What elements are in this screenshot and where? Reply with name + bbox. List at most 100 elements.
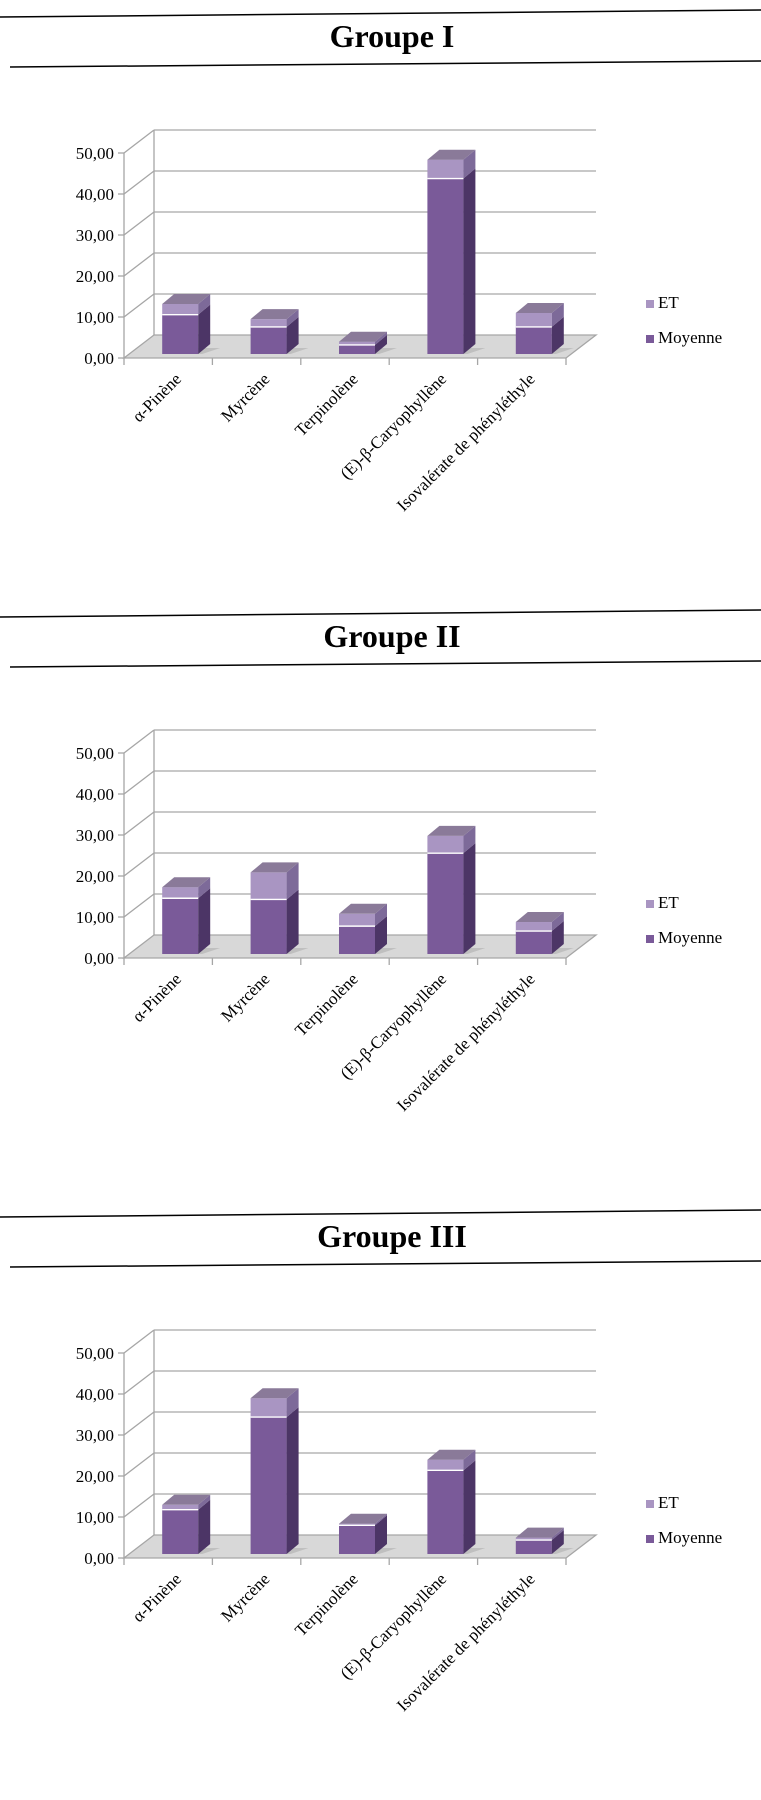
y-tick-label: 0,00 (84, 349, 114, 368)
bar-et-front (162, 303, 199, 315)
bar-et-side (375, 903, 387, 927)
bar-et-front (515, 922, 552, 932)
bar-moyenne-side (463, 1460, 476, 1554)
legend-swatch-moyenne (646, 1535, 654, 1543)
title-rule-bottom (9, 1260, 761, 1268)
bar-top (427, 825, 476, 836)
y-tick-label: 0,00 (84, 1549, 114, 1568)
bar-moyenne-side (198, 888, 211, 954)
gridline-diag (123, 129, 155, 154)
bar-moyenne-front (515, 1540, 552, 1554)
gridline-diag (123, 1493, 155, 1518)
gridline-diag (123, 1329, 155, 1354)
bar-moyenne-front (427, 178, 464, 354)
bar-et-front (427, 159, 464, 179)
title-rule-top (0, 609, 761, 618)
bar-moyenne-front (162, 314, 199, 354)
bar-moyenne-side (551, 316, 564, 354)
legend-label-et: ET (658, 893, 679, 912)
bar-et-front (427, 1459, 464, 1471)
legend-swatch-moyenne (646, 335, 654, 343)
chart-panel-groupe-3: Groupe III 0,00 10,00 20,00 30,00 40,00 50,00 α… (0, 1200, 761, 1800)
chart-title: Groupe III (317, 1218, 467, 1254)
bar-et-side (198, 1494, 211, 1510)
category-label: α-Pinène (129, 1569, 185, 1625)
bar-top (515, 912, 564, 922)
bar-moyenne-front (250, 899, 287, 954)
bar-top (339, 1513, 387, 1524)
chart-groupe-1: Groupe I 0,00 10,00 20,00 30,00 40,00 50,00 α-P… (0, 9, 761, 515)
bar-top (515, 1527, 564, 1538)
title-rule-bottom (9, 660, 761, 668)
bar-et-front (339, 1523, 375, 1526)
gridline-diag (123, 893, 155, 918)
bar-et-front (250, 319, 287, 327)
gridline-diag (123, 170, 155, 195)
category-label: Myrcène (217, 969, 273, 1025)
category-label: Myrcène (217, 369, 273, 425)
bar-et-front (250, 1398, 287, 1418)
bar-moyenne-side (198, 304, 211, 354)
y-tick-label: 20,00 (76, 1467, 114, 1486)
chart-groupe-3: Groupe III 0,00 10,00 20,00 30,00 40,00 50,00 α… (0, 1209, 761, 1715)
category-label: Terpinolène (291, 369, 362, 440)
bar-moyenne-front (427, 853, 464, 954)
bar-top (339, 331, 387, 342)
y-tick-label: 0,00 (84, 949, 114, 968)
bar-et-side (375, 331, 387, 345)
y-tick-label: 30,00 (76, 826, 114, 845)
gridline-diag (123, 852, 155, 877)
category-label: α-Pinène (129, 969, 185, 1025)
bar-moyenne-front (515, 326, 552, 354)
y-tick-label: 20,00 (76, 267, 114, 286)
bar-moyenne-front (515, 931, 552, 954)
bar-et-side (198, 294, 211, 315)
legend-swatch-et (646, 900, 654, 908)
y-tick-label: 30,00 (76, 226, 114, 245)
gridline-diag (123, 1452, 155, 1477)
bar-moyenne-side (375, 916, 387, 954)
category-label: Terpinolène (291, 969, 362, 1040)
bar-et-side (286, 1388, 299, 1418)
bar-moyenne-side (286, 316, 299, 354)
legend-label-et: ET (658, 293, 679, 312)
category-label: Terpinolène (291, 1569, 362, 1640)
y-tick-label: 40,00 (76, 1385, 114, 1404)
bar-moyenne-front (250, 1417, 287, 1554)
bar-et-side (463, 1449, 476, 1471)
y-tick-label: 30,00 (76, 1426, 114, 1445)
legend-label-moyenne: Moyenne (658, 1528, 722, 1547)
bar-top (162, 1494, 211, 1505)
bar-et-side (551, 1527, 564, 1541)
bar-top (250, 309, 299, 320)
chart-title: Groupe I (330, 18, 455, 54)
bar-et-side (198, 877, 211, 899)
chart-title: Groupe II (323, 618, 460, 654)
bar-moyenne-front (162, 898, 199, 954)
bar-top (427, 1449, 476, 1460)
bar-moyenne-front (339, 926, 375, 954)
legend-swatch-moyenne (646, 935, 654, 943)
chart-groupe-2: Groupe II 0,00 10,00 20,00 30,00 40,00 50,00 α-… (0, 609, 761, 1115)
bar-moyenne-front (162, 1509, 199, 1554)
bar-moyenne-side (286, 1407, 299, 1554)
title-rule-top (0, 1209, 761, 1218)
legend-label-moyenne: Moyenne (658, 928, 722, 947)
y-tick-label: 50,00 (76, 1344, 114, 1363)
chart-panel-groupe-1: Groupe I 0,00 10,00 20,00 30,00 40,00 50,00 α-P… (0, 0, 761, 600)
bar-moyenne-side (551, 1530, 564, 1554)
bar-moyenne-side (286, 889, 299, 954)
category-label: Myrcène (217, 1569, 273, 1625)
title-rule-bottom (9, 60, 761, 68)
bar-et-front (162, 1504, 199, 1510)
gridline-diag (123, 811, 155, 836)
bar-moyenne-side (375, 1515, 387, 1554)
gridline-diag (123, 293, 155, 318)
bar-et-front (427, 835, 464, 854)
bar-moyenne-front (339, 344, 375, 354)
bar-moyenne-side (463, 843, 476, 954)
y-tick-label: 40,00 (76, 185, 114, 204)
bar-moyenne-front (427, 1470, 464, 1554)
y-tick-label: 10,00 (76, 308, 114, 327)
y-tick-label: 50,00 (76, 144, 114, 163)
